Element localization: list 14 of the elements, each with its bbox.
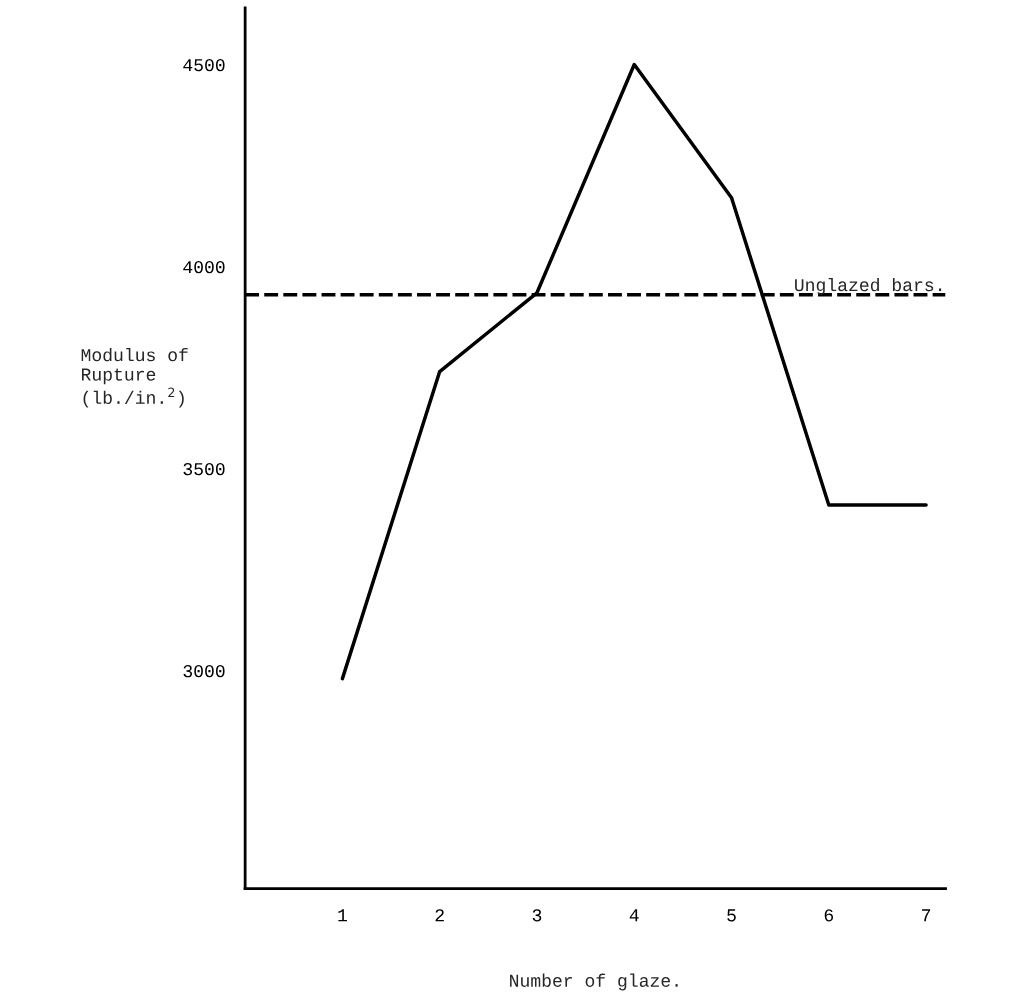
y-tick-label: 3000 bbox=[183, 665, 225, 678]
y-tick-label: 4500 bbox=[183, 58, 225, 72]
y-tick-label: 3500 bbox=[183, 463, 225, 476]
x-tick-label: 1 bbox=[338, 909, 347, 922]
x-tick-label: 7 bbox=[922, 909, 931, 922]
x-tick-label: 4 bbox=[629, 909, 639, 922]
x-tick-label: 3 bbox=[532, 909, 542, 922]
x-tick-label: 6 bbox=[824, 909, 834, 922]
y-axis-title: Modulus of Rupture (lb./in.$^{2}$) bbox=[81, 347, 188, 408]
x-axis-title: Number of glaze. bbox=[510, 973, 678, 991]
x-tick-label: 5 bbox=[727, 909, 736, 922]
y-tick-label: 4000 bbox=[183, 260, 225, 274]
x-tick-label: 2 bbox=[435, 909, 444, 922]
ref-line-label: Unglazed bars. bbox=[795, 277, 942, 295]
